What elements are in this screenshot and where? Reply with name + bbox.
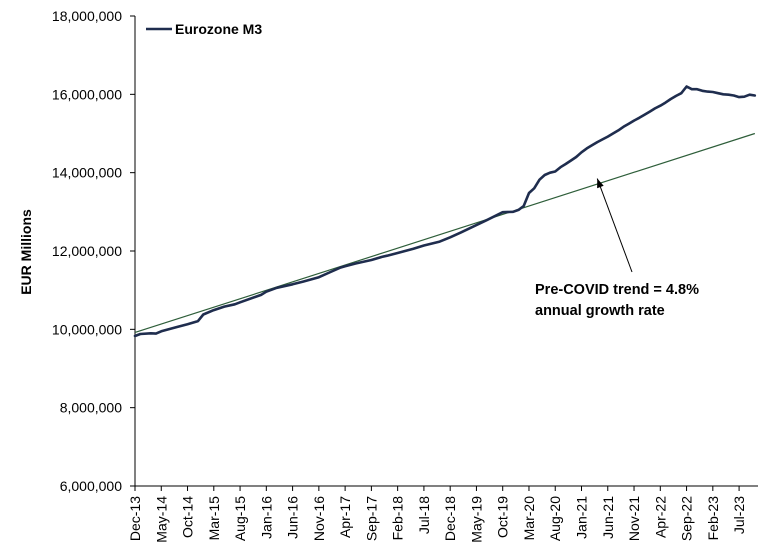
y-axis-title: EUR Millions	[18, 209, 34, 295]
x-tick-label: Feb-18	[390, 496, 406, 541]
x-tick-label: Jan-21	[574, 496, 590, 539]
x-tick-label: Nov-16	[311, 496, 327, 541]
x-tick-label: Apr-22	[652, 496, 668, 538]
x-tick-label: Jun-21	[600, 496, 616, 539]
annotation-arrowhead	[597, 178, 604, 189]
trend-annotation: Pre-COVID trend = 4.8% annual growth rat…	[535, 178, 699, 319]
y-tick-label: 14,000,000	[52, 165, 122, 181]
x-tick-label: Aug-15	[232, 496, 248, 541]
y-ticks: 6,000,000 8,000,000 10,000,000 12,000,000 14…	[52, 8, 135, 494]
x-tick-label: Mar-20	[521, 496, 537, 541]
x-tick-label: Nov-21	[626, 496, 642, 541]
x-tick-label: Jan-16	[258, 496, 274, 539]
x-tick-label: May-14	[153, 496, 169, 543]
series-line-pre-covid-trend	[134, 132, 756, 334]
x-tick-label: Sep-17	[363, 496, 379, 541]
series-line-eurozone-m3	[133, 85, 757, 338]
x-tick-label: Jul-18	[416, 496, 432, 534]
x-tick-label: Jun-16	[285, 496, 301, 539]
x-tick-label: Oct-19	[495, 496, 511, 538]
series-layer	[133, 85, 757, 338]
y-tick-label: 6,000,000	[60, 478, 122, 494]
x-tick-label: Dec-13	[127, 496, 143, 541]
legend: Eurozone M3	[146, 21, 262, 37]
annotation-arrow	[596, 178, 633, 273]
y-tick-label: 8,000,000	[60, 400, 122, 416]
x-tick-label: Dec-18	[442, 496, 458, 541]
y-tick-label: 18,000,000	[52, 8, 122, 24]
y-tick-label: 12,000,000	[52, 243, 122, 259]
x-tick-label: May-19	[468, 496, 484, 543]
legend-label-eurozone-m3: Eurozone M3	[175, 21, 262, 37]
annotation-text-line-2: annual growth rate	[535, 303, 665, 319]
x-tick-label: Jul-23	[731, 496, 747, 534]
y-tick-label: 16,000,000	[52, 86, 122, 102]
x-tick-label: Mar-15	[206, 496, 222, 541]
axes	[134, 16, 758, 487]
x-tick-label: Aug-20	[547, 496, 563, 541]
x-tick-label: Sep-22	[679, 496, 695, 541]
x-tick-label: Oct-14	[180, 496, 196, 538]
x-tick-label: Apr-17	[337, 496, 353, 538]
x-tick-label: Feb-23	[705, 496, 721, 541]
x-ticks: Dec-13 May-14 Oct-14 Mar-15 Aug-15 Jan-16 Jun-…	[127, 486, 747, 543]
annotation-text-line-1: Pre-COVID trend = 4.8%	[535, 282, 699, 298]
y-tick-label: 10,000,000	[52, 321, 122, 337]
